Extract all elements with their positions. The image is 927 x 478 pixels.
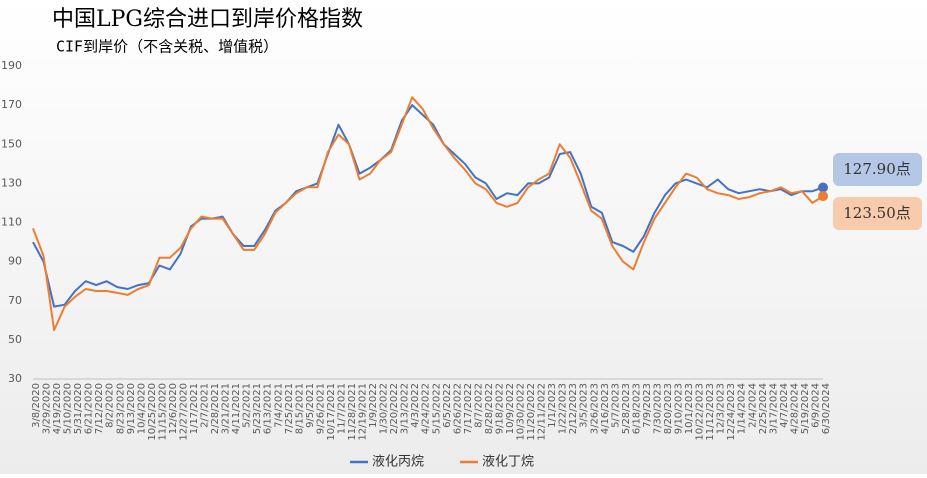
x-tick-label: 12/27/2020 [178,383,189,441]
x-tick-label: 10/1/2023 [684,383,695,434]
x-tick-label: 9/18/2022 [494,383,505,434]
x-tick-label: 1/9/2022 [368,383,379,428]
x-tick-label: 1/14/2024 [737,383,748,434]
x-tick-label: 7/4/2021 [273,383,284,428]
x-tick-label: 12/11/2022 [537,383,548,441]
y-tick-label: 150 [1,137,22,150]
x-tick-label: 1/30/2022 [379,383,390,434]
x-tick-label: 9/26/2021 [315,383,326,434]
end-marker [818,191,828,202]
x-tick-label: 1/17/2021 [189,383,200,434]
x-tick-label: 2/28/2021 [210,383,221,434]
y-tick-label: 190 [1,59,22,72]
x-tick-label: 3/5/2023 [579,383,590,428]
x-tick-label: 2/12/2023 [568,383,579,434]
x-tick-label: 2/25/2024 [758,383,769,434]
end-label-box [833,197,922,230]
x-tick-label: 7/30/2023 [652,383,663,434]
x-tick-label: 6/18/2023 [631,383,642,434]
x-tick-label: 7/17/2022 [463,383,474,434]
x-tick-label: 11/15/2020 [157,383,168,441]
x-tick-label: 4/19/2020 [52,383,63,434]
x-tick-label: 5/19/2024 [800,383,811,434]
x-tick-label: 3/17/2024 [768,383,779,434]
x-tick-label: 6/21/2020 [84,383,95,434]
x-tick-label: 8/23/2020 [115,383,126,434]
x-tick-label: 2/7/2021 [200,383,211,428]
x-tick-label: 3/21/2021 [221,383,232,434]
x-tick-label: 4/3/2022 [410,383,421,428]
legend-label: 液化丁烷 [482,455,534,470]
x-tick-label: 8/2/2020 [105,383,116,428]
x-tick-label: 3/26/2023 [589,383,600,434]
x-tick-label: 10/30/2022 [516,383,527,441]
x-tick-label: 6/5/2022 [442,383,453,428]
x-tick-label: 11/7/2021 [336,383,347,434]
x-tick-label: 6/26/2022 [452,383,463,434]
y-tick-label: 110 [1,216,22,229]
x-tick-label: 8/15/2021 [294,383,305,434]
end-label-box [833,153,922,186]
x-tick-label: 12/6/2020 [168,383,179,434]
x-tick-label: 1/22/2023 [558,383,569,434]
x-tick-label: 4/16/2023 [600,383,611,434]
x-tick-label: 5/7/2023 [610,383,621,428]
x-tick-label: 3/29/2020 [42,383,53,434]
x-tick-label: 5/10/2020 [63,383,74,434]
x-tick-label: 7/9/2023 [642,383,653,428]
chart-title: 中国LPG综合进口到岸价格指数 [52,7,363,32]
x-tick-label: 4/28/2024 [789,383,800,434]
x-tick-label: 8/20/2023 [663,383,674,434]
x-tick-label: 9/13/2020 [126,383,137,434]
x-tick-label: 11/20/2022 [526,383,537,441]
x-tick-label: 6/30/2024 [821,383,832,434]
y-tick-label: 130 [1,176,22,189]
y-tick-label: 70 [8,294,22,307]
legend-label: 液化丙烷 [372,455,424,470]
x-tick-label: 6/13/2021 [263,383,274,434]
x-tick-label: 5/23/2021 [252,383,263,434]
y-tick-label: 170 [1,98,22,111]
end-label: 123.50点 [843,204,911,222]
x-tick-label: 8/7/2022 [473,383,484,428]
x-tick-label: 7/12/2020 [94,383,105,434]
x-tick-label: 4/7/2024 [779,383,790,428]
x-tick-label: 5/31/2020 [73,383,84,434]
y-tick-label: 30 [8,372,22,385]
x-tick-label: 10/22/2023 [695,383,706,441]
x-tick-label: 2/4/2024 [747,383,758,428]
x-tick-label: 5/28/2023 [621,383,632,434]
x-tick-label: 11/12/2023 [705,383,716,441]
x-tick-label: 10/9/2022 [505,383,516,434]
x-tick-label: 9/10/2023 [674,383,685,434]
end-label: 127.90点 [843,160,911,178]
x-tick-label: 5/2/2021 [242,383,253,428]
x-tick-label: 11/28/2021 [347,383,358,441]
x-tick-label: 4/11/2021 [231,383,242,434]
end-marker [818,182,828,193]
x-tick-label: 12/19/2021 [358,383,369,441]
x-tick-label: 12/24/2023 [726,383,737,441]
series-line [32,96,824,332]
x-tick-label: 5/15/2022 [431,383,442,434]
x-tick-label: 8/28/2022 [484,383,495,434]
x-tick-label: 1/1/2023 [547,383,558,428]
x-tick-label: 3/13/2022 [400,383,411,434]
x-tick-label: 3/8/2020 [31,383,42,428]
x-tick-label: 6/9/2024 [810,383,821,428]
x-tick-label: 12/3/2023 [716,383,727,434]
y-tick-label: 50 [8,333,22,346]
x-tick-label: 7/25/2021 [284,383,295,434]
x-tick-label: 4/24/2022 [421,383,432,434]
x-tick-label: 10/4/2020 [136,383,147,434]
chart-subtitle: CIF到岸价（不含关税、增值税） [56,38,278,56]
x-tick-label: 10/17/2021 [326,383,337,441]
x-tick-label: 9/5/2021 [305,383,316,428]
y-tick-label: 90 [8,255,22,268]
x-tick-label: 2/20/2022 [389,383,400,434]
x-tick-label: 10/25/2020 [147,383,158,441]
